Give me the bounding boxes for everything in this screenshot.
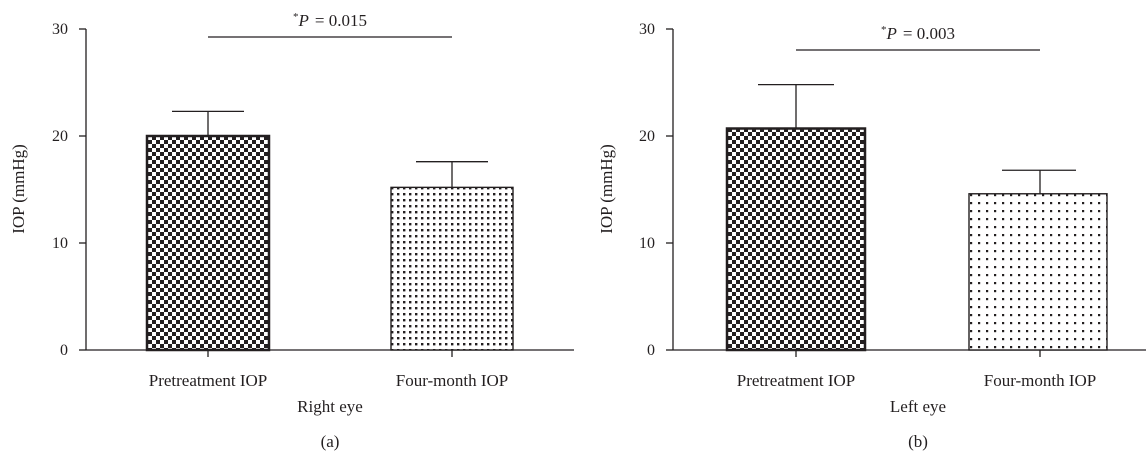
- error-bar-four-month-iop: [1002, 169, 1076, 194]
- y-tick-label: 30: [52, 21, 68, 38]
- y-tick-label: 0: [60, 342, 68, 359]
- y-tick-label: 20: [639, 128, 655, 145]
- x-tick-label: Four-month IOP: [984, 371, 1097, 390]
- bar-pretreatment-iop: [725, 127, 867, 352]
- y-tick-labels: 0 10 20 30: [639, 21, 655, 359]
- error-bar-pretreatment-iop: [758, 83, 834, 129]
- y-axis: [79, 28, 87, 351]
- bar-four-month-iop: [968, 193, 1108, 351]
- bar-four-month-iop: [390, 186, 514, 351]
- y-tick-label: 10: [639, 235, 655, 252]
- x-tick-label: Pretreatment IOP: [737, 371, 856, 390]
- panel-a: IOP (mmHg) 0 10 20 30 Pret: [9, 11, 574, 451]
- y-tick-label: 20: [52, 128, 68, 145]
- significance-annotation: *P = 0.015: [293, 11, 367, 30]
- y-axis: [666, 28, 674, 351]
- x-axis-label: Left eye: [890, 397, 946, 416]
- y-axis-label: IOP (mmHg): [597, 144, 616, 234]
- x-tick-label: Pretreatment IOP: [149, 371, 268, 390]
- y-tick-label: 0: [647, 342, 655, 359]
- error-bar-four-month-iop: [416, 161, 488, 188]
- x-axis-label: Right eye: [297, 397, 363, 416]
- y-tick-labels: 0 10 20 30: [52, 21, 68, 359]
- error-bar-pretreatment-iop: [172, 110, 244, 136]
- significance-annotation: *P = 0.003: [881, 24, 955, 43]
- y-tick-label: 30: [639, 21, 655, 38]
- x-tick-label: Four-month IOP: [396, 371, 509, 390]
- panel-b: IOP (mmHg) 0 10 20 30 Pret: [597, 21, 1146, 451]
- y-tick-label: 10: [52, 235, 68, 252]
- panel-label: (b): [908, 432, 928, 451]
- y-axis-label: IOP (mmHg): [9, 144, 28, 234]
- bar-pretreatment-iop: [145, 134, 271, 352]
- panel-label: (a): [321, 432, 340, 451]
